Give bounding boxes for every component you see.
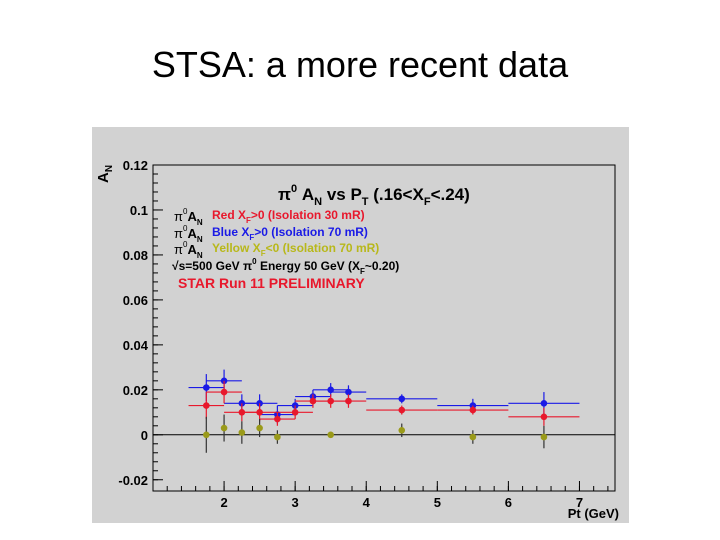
y-tick-label: 0.1 (130, 203, 148, 218)
y-tick-label: 0 (141, 428, 148, 443)
data-point-red (366, 405, 438, 415)
legend-entry-yellow: π0AN Yellow XF<0 (Isolation 70 mR) (174, 240, 379, 260)
x-tick-label: 3 (292, 495, 299, 510)
data-point-yellow (469, 430, 477, 444)
marker (203, 384, 210, 391)
data-point-red (188, 392, 225, 420)
data-point-yellow (238, 421, 246, 444)
marker (220, 424, 228, 432)
y-tick-label: -0.02 (118, 473, 148, 488)
y-tick-label: 0.12 (123, 158, 148, 173)
marker (345, 388, 352, 396)
data-point-yellow (203, 416, 210, 453)
svg-text:Yellow XF<0 (Isolation 70 mR): Yellow XF<0 (Isolation 70 mR) (212, 241, 379, 258)
marker (220, 377, 228, 385)
marker (203, 431, 210, 439)
series-red (188, 380, 580, 426)
y-tick-label: 0.06 (123, 293, 148, 308)
y-tick-label: 0.08 (123, 248, 148, 263)
marker (274, 415, 281, 423)
marker (398, 426, 406, 434)
plot-area (152, 164, 616, 492)
data-point-red (330, 394, 367, 408)
svg-text:π0AN: π0AN (174, 240, 203, 260)
y-tick-label: 0.04 (123, 338, 149, 353)
marker (540, 433, 548, 441)
marker (220, 388, 228, 396)
marker (540, 413, 548, 421)
marker (238, 429, 246, 436)
marker (327, 431, 334, 439)
svg-text:π0AN: π0AN (174, 207, 203, 227)
energy-note: √s=500 GeV π0 Energy 50 GeV (XF~0.20) (172, 257, 399, 276)
data-point-red (259, 412, 296, 426)
marker (469, 433, 477, 441)
data-point-yellow (398, 423, 406, 438)
marker (398, 395, 406, 403)
marker (203, 402, 210, 409)
marker (469, 406, 477, 414)
legend-entry-blue: π0AN Blue XF>0 (Isolation 70 mR) (174, 224, 368, 244)
data-point-blue (366, 394, 438, 404)
data-point-yellow (327, 431, 334, 439)
data-point-red (508, 407, 580, 426)
data-point-yellow (274, 430, 281, 444)
an-vs-pt-chart: 0.12 0.1 0.08 0.06 0.04 0.02 0 -0.02 2 3 4 5 6 7 π0 A… (92, 127, 629, 523)
data-point-blue (330, 385, 367, 399)
plot-frame: 0.12 0.1 0.08 0.06 0.04 0.02 0 -0.02 2 3 4 5 6 7 π0 A… (92, 127, 629, 523)
y-axis-label: AN (95, 165, 115, 183)
y-tick-label: 0.02 (123, 383, 148, 398)
chart-title: π0 AN vs PT (.16<XF<.24) (278, 183, 470, 208)
x-tick-label: 2 (220, 495, 227, 510)
legend-entry-red: π0AN Red XF>0 (Isolation 30 mR) (174, 207, 365, 227)
svg-text:Red XF>0 (Isolation 30 mR): Red XF>0 (Isolation 30 mR) (212, 208, 365, 225)
marker (398, 406, 406, 414)
x-tick-label: 7 (576, 495, 583, 510)
marker (345, 397, 352, 405)
data-point-yellow (220, 414, 228, 442)
marker (540, 400, 548, 407)
x-axis-label: Pt (GeV) (568, 506, 619, 521)
data-point-yellow (256, 419, 263, 438)
marker (274, 433, 281, 441)
x-tick-label: 4 (363, 495, 371, 510)
marker (256, 424, 263, 432)
data-point-red (206, 380, 242, 404)
svg-text:Blue XF>0 (Isolation 70 mR): Blue XF>0 (Isolation 70 mR) (212, 225, 368, 242)
svg-text:π0AN: π0AN (174, 224, 203, 244)
data-point-red (241, 403, 278, 422)
series-yellow (203, 414, 548, 453)
legend: π0AN Red XF>0 (Isolation 30 mR) π0AN Blu… (172, 207, 399, 291)
data-point-red (277, 405, 313, 420)
x-tick-label: 5 (434, 495, 441, 510)
marker (291, 409, 299, 416)
run-label: STAR Run 11 PRELIMINARY (178, 275, 365, 291)
x-tick-label: 6 (505, 495, 512, 510)
marker (256, 409, 263, 416)
slide-title: STSA: a more recent data (151, 44, 569, 85)
data-point-yellow (540, 425, 548, 449)
data-point-red (437, 405, 509, 415)
